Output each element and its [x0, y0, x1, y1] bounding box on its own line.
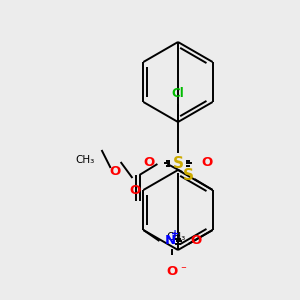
- Text: CH₃: CH₃: [75, 155, 94, 165]
- Text: S: S: [183, 169, 194, 184]
- Text: O: O: [130, 184, 141, 197]
- Text: O: O: [109, 165, 120, 178]
- Text: ⁻: ⁻: [180, 265, 186, 275]
- Text: O: O: [144, 155, 155, 169]
- Text: CH₃: CH₃: [166, 232, 185, 242]
- Text: S: S: [172, 155, 184, 170]
- Text: O: O: [167, 265, 178, 278]
- Text: O: O: [190, 235, 202, 248]
- Text: O: O: [201, 155, 212, 169]
- Text: N: N: [164, 235, 175, 248]
- Text: +: +: [171, 229, 179, 239]
- Text: Cl: Cl: [172, 87, 184, 100]
